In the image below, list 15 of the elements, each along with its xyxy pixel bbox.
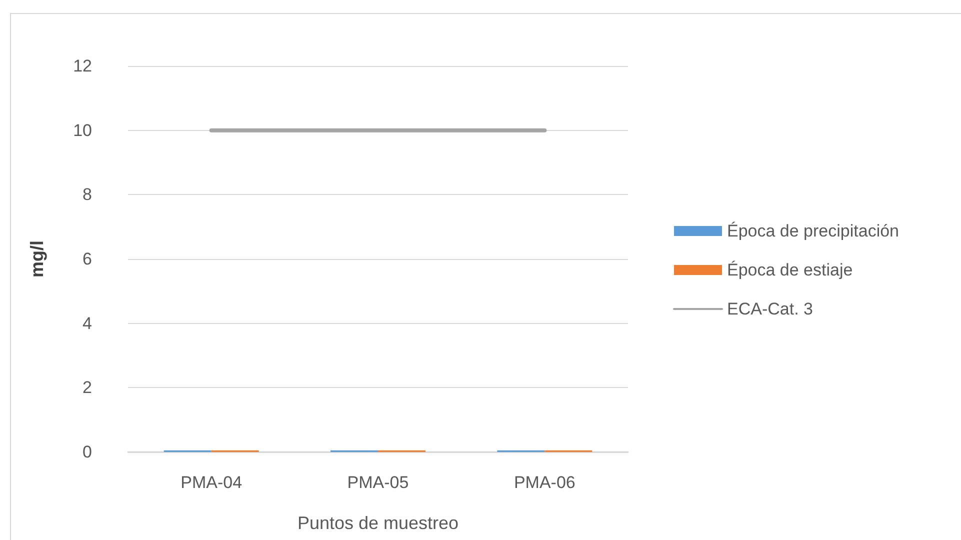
y-tick-label: 6: [82, 250, 92, 268]
y-tick-label: 8: [82, 185, 92, 204]
x-tick-label: PMA-04: [180, 473, 242, 492]
legend-label: ECA-Cat. 3: [727, 300, 813, 318]
y-tick-label: 4: [82, 314, 92, 333]
legend-label: Época de estiaje: [727, 260, 853, 280]
y-tick-label: 10: [73, 120, 92, 140]
y-tick-label: 12: [73, 56, 92, 76]
x-tick-label: PMA-05: [347, 473, 409, 492]
y-tick-label: 0: [82, 442, 92, 462]
y-axis-title: mg/l: [27, 240, 47, 278]
x-axis-title: Puntos de muestreo: [297, 513, 459, 533]
y-tick-label: 2: [82, 378, 92, 398]
legend-label: Época de precipitación: [727, 222, 900, 240]
x-tick-label: PMA-06: [514, 473, 576, 492]
